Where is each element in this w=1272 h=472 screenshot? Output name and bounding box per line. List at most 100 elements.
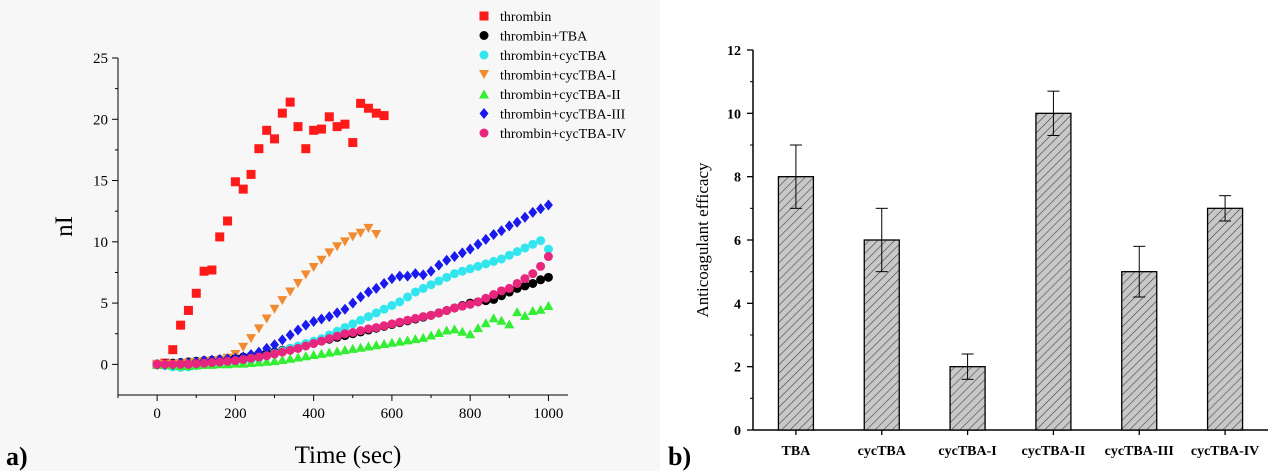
data-point (504, 250, 514, 260)
data-point (379, 111, 389, 121)
data-point (254, 352, 264, 362)
x-tick-label: 200 (224, 406, 247, 422)
data-point (168, 345, 178, 355)
data-point (410, 334, 421, 344)
bar-chart: 0 2 4 6 8 10 12 Anticoagulant efficacy TBA cycTBA… (693, 44, 1268, 459)
data-point (316, 348, 327, 358)
x-tick-label: cycTBA-II (1022, 444, 1086, 459)
y-tick-label: 10 (727, 107, 741, 122)
data-point (520, 243, 530, 253)
data-point (215, 357, 225, 367)
data-point (347, 232, 358, 242)
x-tick-label: 400 (302, 406, 325, 422)
legend-marker (479, 31, 489, 40)
data-point (340, 119, 350, 129)
data-point (410, 268, 420, 280)
data-point (316, 336, 326, 346)
data-point (324, 248, 335, 258)
y-tick-label: 0 (101, 357, 109, 373)
data-point (363, 312, 373, 322)
data-point (371, 323, 381, 333)
data-point (371, 229, 382, 239)
legend-marker (479, 89, 489, 99)
data-point (356, 98, 366, 108)
data-point (293, 278, 303, 288)
x-tick-label: cycTBA-III (1105, 444, 1174, 459)
data-point (270, 134, 280, 144)
data-point (269, 356, 280, 366)
legend-label: thrombin+cycTBA-I (500, 69, 616, 84)
data-point (450, 303, 460, 313)
data-point (543, 244, 553, 254)
data-point (465, 329, 476, 339)
data-point (261, 356, 272, 366)
data-point (473, 323, 483, 333)
data-point (457, 301, 467, 311)
legend-label: thrombin (500, 10, 551, 25)
legend-label: thrombin+cycTBA (500, 49, 608, 64)
data-point (246, 169, 256, 179)
data-point (512, 216, 522, 228)
data-point (528, 206, 538, 218)
data-point (270, 349, 280, 359)
data-point (262, 351, 272, 361)
data-point (442, 272, 452, 282)
data-point (480, 318, 491, 328)
data-point (356, 326, 366, 336)
series-6 (152, 252, 553, 369)
data-point (355, 342, 366, 352)
data-point (176, 320, 186, 330)
data-point (410, 313, 420, 323)
data-point (512, 307, 523, 317)
data-point (246, 334, 257, 344)
y-tick-label: 20 (93, 112, 108, 128)
data-point (457, 326, 468, 336)
x-tick-label: cycTBA (858, 444, 907, 459)
data-point (332, 307, 342, 319)
data-point (371, 340, 382, 350)
data-point (394, 336, 405, 346)
data-point (489, 290, 499, 300)
y-tick-label: 5 (101, 296, 109, 312)
data-point (285, 345, 295, 355)
data-point (293, 343, 303, 353)
data-point (238, 354, 248, 364)
data-point (324, 334, 334, 344)
legend-marker (479, 50, 489, 60)
data-point (426, 310, 436, 320)
x-tick-label: 800 (459, 406, 482, 422)
data-point (348, 297, 358, 309)
data-point (348, 138, 358, 148)
data-point (504, 220, 514, 232)
data-point (308, 263, 319, 273)
data-point (496, 286, 506, 296)
data-point (356, 291, 366, 303)
data-point (528, 239, 538, 249)
data-point (450, 251, 460, 263)
data-point (269, 304, 280, 314)
data-point (340, 303, 350, 315)
data-point (473, 238, 483, 250)
data-point (152, 359, 162, 369)
data-point (371, 108, 381, 118)
data-point (371, 308, 381, 318)
data-point (254, 144, 264, 154)
data-point (403, 292, 413, 302)
data-point (536, 261, 546, 271)
data-point (215, 232, 225, 242)
data-point (536, 203, 546, 215)
data-point (363, 223, 374, 233)
data-point (512, 278, 522, 288)
data-point (207, 358, 217, 368)
data-point (293, 352, 303, 362)
legend-label: thrombin+cycTBA-II (500, 88, 621, 103)
data-point (528, 269, 538, 279)
data-point (316, 255, 327, 265)
data-point (324, 112, 334, 122)
data-point (457, 266, 467, 276)
data-point (277, 296, 288, 306)
data-point (309, 315, 319, 327)
data-point (253, 357, 264, 367)
data-point (316, 124, 326, 134)
y-tick-label: 4 (734, 297, 741, 312)
